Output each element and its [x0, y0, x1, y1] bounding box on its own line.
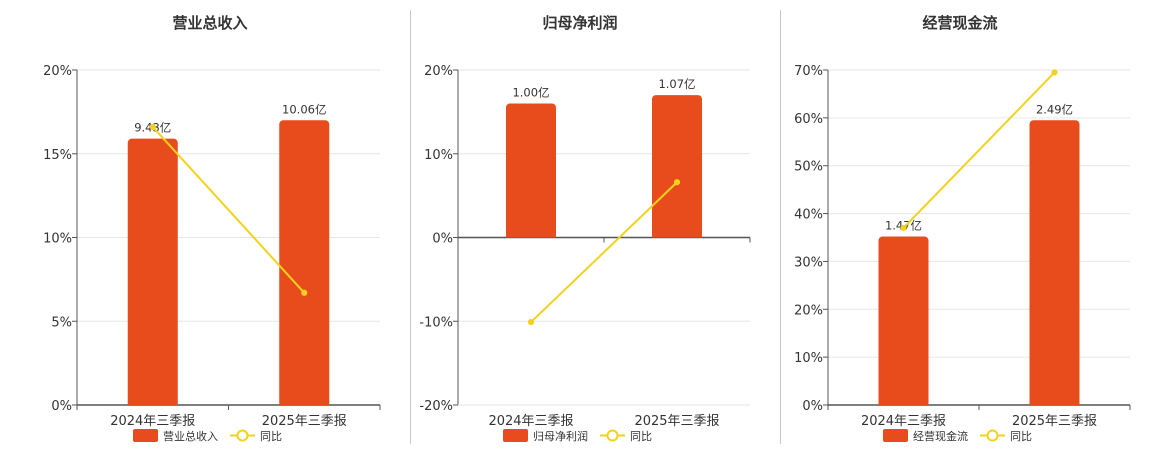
legend-bar-swatch — [133, 429, 158, 442]
y-tick-label: 20% — [424, 64, 453, 79]
y-tick-label: 30% — [794, 255, 823, 270]
chart-title: 归母净利润 — [542, 14, 617, 32]
y-tick-label: 10% — [43, 232, 72, 247]
y-tick-label: -20% — [419, 399, 453, 414]
y-tick-label: 10% — [794, 351, 823, 366]
x-category-label: 2024年三季报 — [110, 414, 195, 429]
y-tick-label: 40% — [794, 208, 823, 223]
chart-title: 经营现金流 — [922, 14, 997, 32]
bar — [878, 236, 929, 405]
yoy-line — [530, 181, 678, 323]
y-tick-label: 5% — [51, 315, 72, 330]
yoy-point — [527, 318, 535, 326]
yoy-point — [301, 289, 308, 296]
legend-line-marker — [236, 429, 249, 442]
legend-bar-label: 经营现金流 — [913, 429, 968, 443]
y-tick-label: 0% — [802, 399, 823, 414]
legend-bar-label: 营业总收入 — [163, 429, 218, 443]
legend-line-label: 同比 — [1010, 430, 1032, 443]
yoy-point — [900, 224, 907, 232]
chart-cashflow: 经营现金流0%10%20%30%40%50%60%70%1.47亿2.49亿20… — [794, 14, 1131, 443]
x-category-label: 2025年三季报 — [262, 414, 347, 429]
legend-line-label: 同比 — [630, 430, 652, 443]
y-tick-label: 0% — [432, 232, 453, 247]
chart-revenue: 营业总收入0%5%10%15%20%9.43亿10.06亿2024年三季报202… — [43, 14, 381, 443]
y-tick-label: 50% — [794, 160, 823, 175]
legend-line-marker — [606, 429, 619, 442]
y-tick-label: 20% — [794, 303, 823, 318]
x-category-label: 2024年三季报 — [861, 414, 946, 429]
y-tick-label: 0% — [51, 399, 72, 414]
bar — [652, 95, 702, 238]
y-tick-label: -10% — [419, 315, 453, 330]
bar — [1029, 120, 1080, 405]
bar-data-label: 2.49亿 — [1036, 102, 1073, 116]
bar-base — [1029, 401, 1080, 405]
x-category-label: 2025年三季报 — [634, 414, 719, 429]
legend-bar-swatch — [503, 429, 528, 442]
bar-base — [878, 401, 929, 405]
y-tick-label: 70% — [794, 64, 823, 79]
x-category-label: 2024年三季报 — [488, 414, 573, 429]
bar-base — [279, 401, 330, 405]
bar-base — [127, 401, 178, 405]
chart-net-profit: 归母净利润 -20% -10% 0% 10% 20% 1.00亿 1.07亿 2024年三季报 2… — [419, 14, 751, 443]
divider — [780, 10, 781, 444]
legend-bar-label: 归母净利润 — [533, 429, 588, 443]
bar-data-label: 1.00亿 — [512, 86, 549, 100]
bar-base — [652, 233, 702, 238]
y-tick-label: 20% — [43, 64, 72, 79]
y-tick-label: 10% — [424, 148, 453, 163]
bar-data-label: 10.06亿 — [282, 102, 326, 116]
y-tick-label: 60% — [794, 112, 823, 127]
legend-line-label: 同比 — [260, 430, 282, 443]
bar-data-label: 1.07亿 — [658, 77, 695, 91]
yoy-point — [149, 123, 156, 131]
bar — [506, 103, 556, 238]
yoy-point — [673, 179, 681, 186]
bar — [127, 138, 178, 406]
bar-base — [506, 233, 556, 238]
yoy-line — [902, 71, 1056, 229]
divider — [410, 10, 411, 444]
x-category-label: 2025年三季报 — [1012, 414, 1097, 429]
y-tick-label: 15% — [43, 148, 72, 163]
yoy-line — [152, 126, 305, 294]
legend-bar-swatch — [883, 429, 908, 442]
legend-line-marker — [986, 429, 999, 442]
bar — [279, 120, 330, 405]
chart-title: 营业总收入 — [172, 14, 247, 32]
yoy-point — [1051, 69, 1058, 76]
